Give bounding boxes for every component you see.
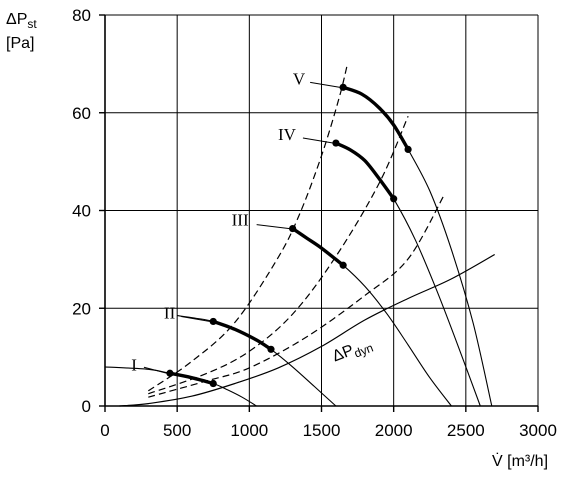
fan-curve-label-iv: IV (278, 125, 297, 144)
operating-point-v (339, 83, 347, 91)
y-tick-label: 0 (82, 397, 91, 416)
x-tick-label: 1000 (230, 421, 268, 440)
fan-curve-i (104, 366, 257, 407)
fan-curve-label-ii: II (164, 303, 176, 322)
fan-curve-label-leader-i (143, 366, 168, 374)
fan-curve-label-leader-ii (181, 315, 211, 322)
dynamic-pressure-label-sub: dyn (352, 341, 375, 361)
operating-range-i (169, 371, 214, 386)
dynamic-pressure-label-main: ΔP (330, 342, 356, 366)
grid (105, 14, 539, 406)
operating-point-iii (289, 224, 297, 233)
operating-range-iv (335, 141, 396, 200)
axes: 0 500 1000 1500 2000 2500 3000 0 20 40 60 80 (72, 6, 557, 440)
operating-range-ii (212, 319, 272, 351)
operating-point-i (209, 379, 217, 388)
fan-curve-label-v: V (293, 69, 306, 88)
x-tick-label: 3000 (519, 421, 557, 440)
operating-point-v (404, 145, 412, 154)
system-curve (147, 63, 349, 392)
dynamic-pressure-label: ΔPdyn (330, 335, 375, 368)
y-axis-unit: [Pa] (6, 35, 34, 52)
svg-text:ΔPdyn: ΔPdyn (330, 335, 375, 368)
fan-curve-label-leader-iii (256, 224, 290, 230)
x-tick-label: 1500 (303, 421, 341, 440)
x-tick-label: 2000 (375, 421, 413, 440)
x-tick-label: 2500 (447, 421, 485, 440)
operating-point-iv (332, 139, 340, 147)
operating-point-ii (267, 345, 275, 353)
operating-range-v (342, 85, 410, 151)
fan-curve-label-leader-iv (302, 137, 334, 144)
operating-point-iv (390, 195, 398, 203)
y-tick-label: 20 (72, 299, 91, 318)
y-tick-label: 80 (72, 6, 91, 25)
x-tick-label: 500 (163, 421, 191, 440)
y-axis-label: ΔPst (6, 11, 37, 31)
y-tick-label: 60 (72, 104, 91, 123)
x-axis-label: V̇ [m³/h] (492, 452, 548, 470)
operating-range-iii (291, 227, 345, 267)
dynamic-pressure-curve (119, 253, 495, 407)
fan-curve-v (342, 86, 493, 407)
fan-curve-iii (292, 228, 452, 407)
fan-curve-ii (177, 315, 337, 407)
x-tick-label: 0 (100, 421, 109, 440)
fan-curve-label-leader-v (310, 81, 341, 88)
operating-point-i (166, 369, 174, 377)
system-curve (148, 115, 409, 395)
fan-curve-label-iii: III (232, 211, 249, 230)
operating-point-iii (339, 261, 347, 269)
fan-curve-label-i: I (131, 355, 137, 374)
system-curve (148, 194, 445, 398)
operating-point-ii (209, 317, 217, 326)
y-tick-label: 40 (72, 202, 91, 221)
